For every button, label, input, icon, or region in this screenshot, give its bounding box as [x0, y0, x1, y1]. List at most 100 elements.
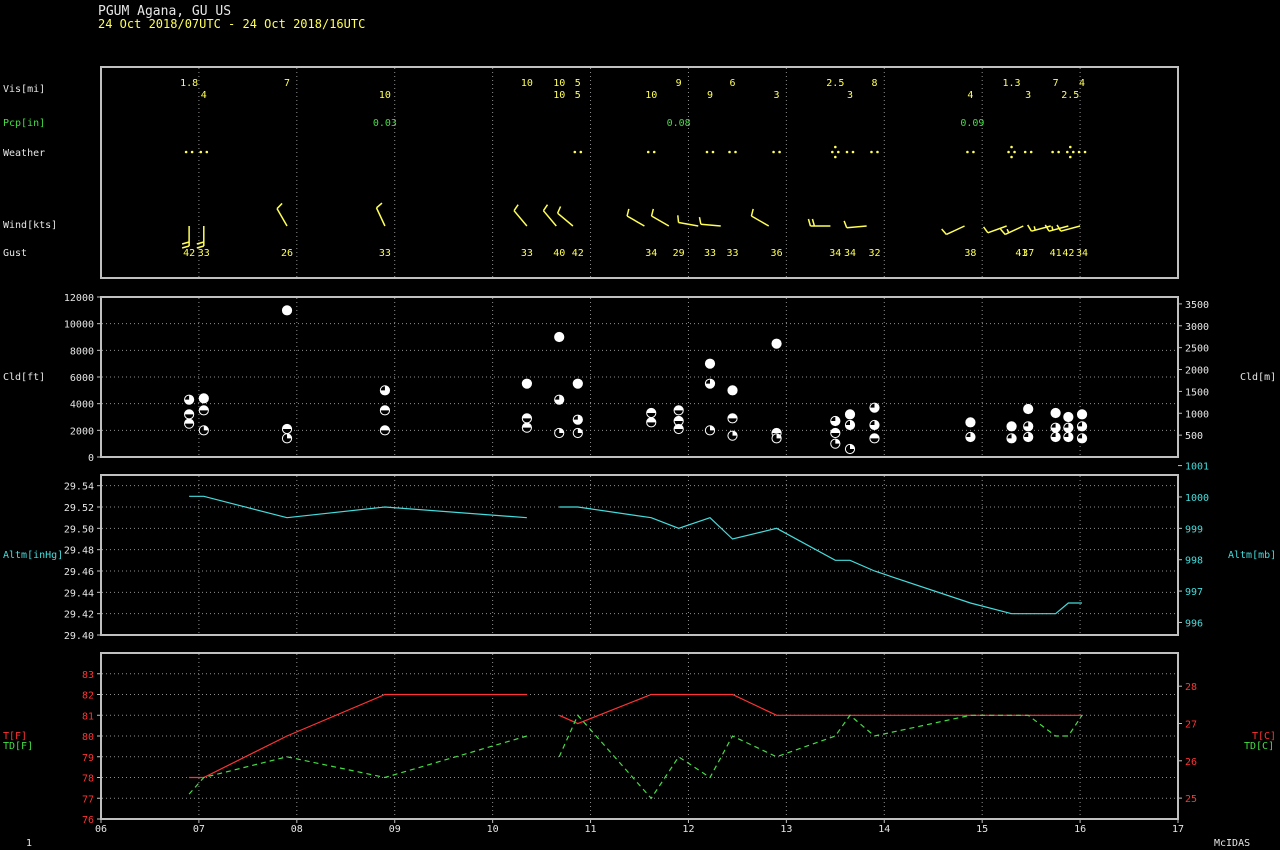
y-tick-label-right: 999	[1185, 524, 1203, 535]
y-tick-label: 29.46	[64, 567, 94, 578]
y-tick-label-right: 27	[1185, 720, 1197, 731]
y-tick-label-right: 2000	[1185, 366, 1209, 377]
wind-barb-feather	[750, 208, 754, 217]
cloud-layer-marker-fill	[869, 420, 880, 430]
cloud-layer-marker-fill	[184, 395, 194, 405]
wind-barb	[375, 207, 386, 227]
vis-top-label: 7	[1053, 78, 1059, 89]
gust-label: 38	[964, 248, 976, 259]
y-tick-label-right: 997	[1185, 587, 1203, 598]
vis-top-label: 7	[284, 78, 290, 89]
rain-symbol	[705, 150, 709, 154]
cloud-layer-marker-fill	[1063, 412, 1073, 422]
rain-symbol	[870, 150, 873, 154]
x-tick-label: 10	[487, 824, 499, 835]
y-tick-label: 29.44	[64, 588, 94, 599]
x-tick-label: 14	[878, 824, 890, 835]
shower-symbol	[1013, 150, 1016, 154]
y-tick-label: 4000	[70, 400, 94, 411]
altimeter-panel-frame	[100, 474, 1179, 636]
gust-label: 42	[572, 248, 584, 259]
wind-barb-feather	[1056, 224, 1062, 232]
x-tick-label: 09	[389, 824, 401, 835]
cloud-layer-marker-fill	[282, 424, 292, 429]
wind-barb-feather	[1051, 226, 1054, 231]
wind-barb	[987, 225, 1007, 234]
gust-label: 41	[1050, 248, 1062, 259]
gust-label: 42	[183, 248, 195, 259]
rain-symbol	[972, 150, 975, 154]
cloud-layer-marker-fill	[1006, 433, 1017, 443]
wind-barb-feather	[181, 241, 190, 245]
precip-label: 0.08	[667, 118, 691, 129]
cloud-layer-marker-fill	[199, 393, 209, 403]
vis-top-label: 1.8	[180, 78, 198, 89]
cloud-ylabel-left: Cld[ft]	[3, 372, 45, 383]
precip-label: 0.09	[960, 118, 984, 129]
x-tick-label: 17	[1172, 824, 1184, 835]
cloud-layer-marker-fill	[771, 339, 782, 349]
vis-top-label: 6	[729, 78, 735, 89]
vis-top-label: 10	[553, 78, 565, 89]
x-tick-label: 11	[585, 824, 597, 835]
y-tick-label: 77	[82, 794, 94, 805]
cloud-layer-marker-fill	[674, 405, 684, 411]
wind-barb-feather	[1044, 224, 1050, 232]
time-range: 24 Oct 2018/07UTC - 24 Oct 2018/16UTC	[98, 17, 365, 31]
gust-label: 34	[844, 248, 856, 259]
y-tick-label: 80	[82, 732, 94, 743]
cloud-layer-marker-fill	[522, 423, 532, 428]
wind-barb-feather	[1027, 224, 1033, 232]
y-tick-label: 29.42	[64, 610, 94, 621]
shower-symbol	[1010, 155, 1013, 159]
y-tick-label-right: 1000	[1185, 409, 1209, 420]
gust-label: 34	[829, 248, 841, 259]
vis-top-label: 2.5	[826, 78, 844, 89]
wind-barb	[678, 221, 699, 227]
gust-label: 32	[868, 248, 880, 259]
vis-bottom-label: 4	[201, 90, 207, 101]
vis-bottom-label: 3	[1025, 90, 1031, 101]
cloud-layer-marker-fill	[184, 419, 194, 424]
cloud-layer-marker-fill	[554, 332, 564, 342]
wind-barb-feather	[181, 245, 190, 249]
dewpoint-line	[558, 714, 1083, 800]
temp-ylabel-left-td: TD[F]	[3, 741, 33, 752]
cloud-layer-marker-fill	[850, 444, 855, 449]
wind-barb-feather	[650, 208, 655, 217]
pcp-row-label: Pcp[in]	[3, 118, 45, 129]
rain-symbol	[184, 150, 188, 154]
vis-top-label: 10	[521, 78, 533, 89]
cloud-layer-marker-fill	[559, 428, 564, 433]
cloud-layer-marker-fill	[835, 439, 840, 444]
rain-symbol	[199, 150, 203, 154]
wind-barb-feather	[542, 204, 549, 212]
vis-top-label: 9	[676, 78, 682, 89]
rain-symbol	[190, 150, 194, 154]
vis-row-label: Vis[mi]	[3, 84, 45, 95]
x-tick-label: 06	[95, 824, 107, 835]
altimeter-ylabel-right: Altm[mb]	[1228, 550, 1276, 561]
cloud-layer-marker-fill	[1077, 433, 1087, 443]
rain-symbol	[845, 150, 849, 154]
cloud-layer-marker-fill	[1063, 432, 1073, 442]
shower-symbol	[1010, 145, 1013, 149]
wind-barb	[846, 225, 867, 229]
vis-bottom-label: 4	[967, 90, 973, 101]
x-tick-label: 13	[780, 824, 792, 835]
vis-bottom-label: 5	[575, 90, 581, 101]
wind-barb	[1060, 225, 1081, 232]
x-tick-label: 15	[976, 824, 988, 835]
y-tick-label-right: 28	[1185, 682, 1197, 693]
y-tick-label: 0	[88, 453, 94, 464]
rain-symbol	[1051, 150, 1054, 154]
y-tick-label-right: 996	[1185, 618, 1203, 629]
cloud-layer-marker-fill	[1023, 432, 1033, 442]
wind-barb-feather	[982, 226, 989, 234]
altimeter-ylabel-left: Altm[inHg]	[3, 550, 63, 561]
cloud-layer-marker-fill	[771, 428, 782, 433]
temperature-line	[189, 693, 527, 779]
wind-barb-feather	[556, 206, 562, 214]
vis-top-label: 4	[1079, 78, 1085, 89]
rain-symbol	[1083, 150, 1087, 154]
